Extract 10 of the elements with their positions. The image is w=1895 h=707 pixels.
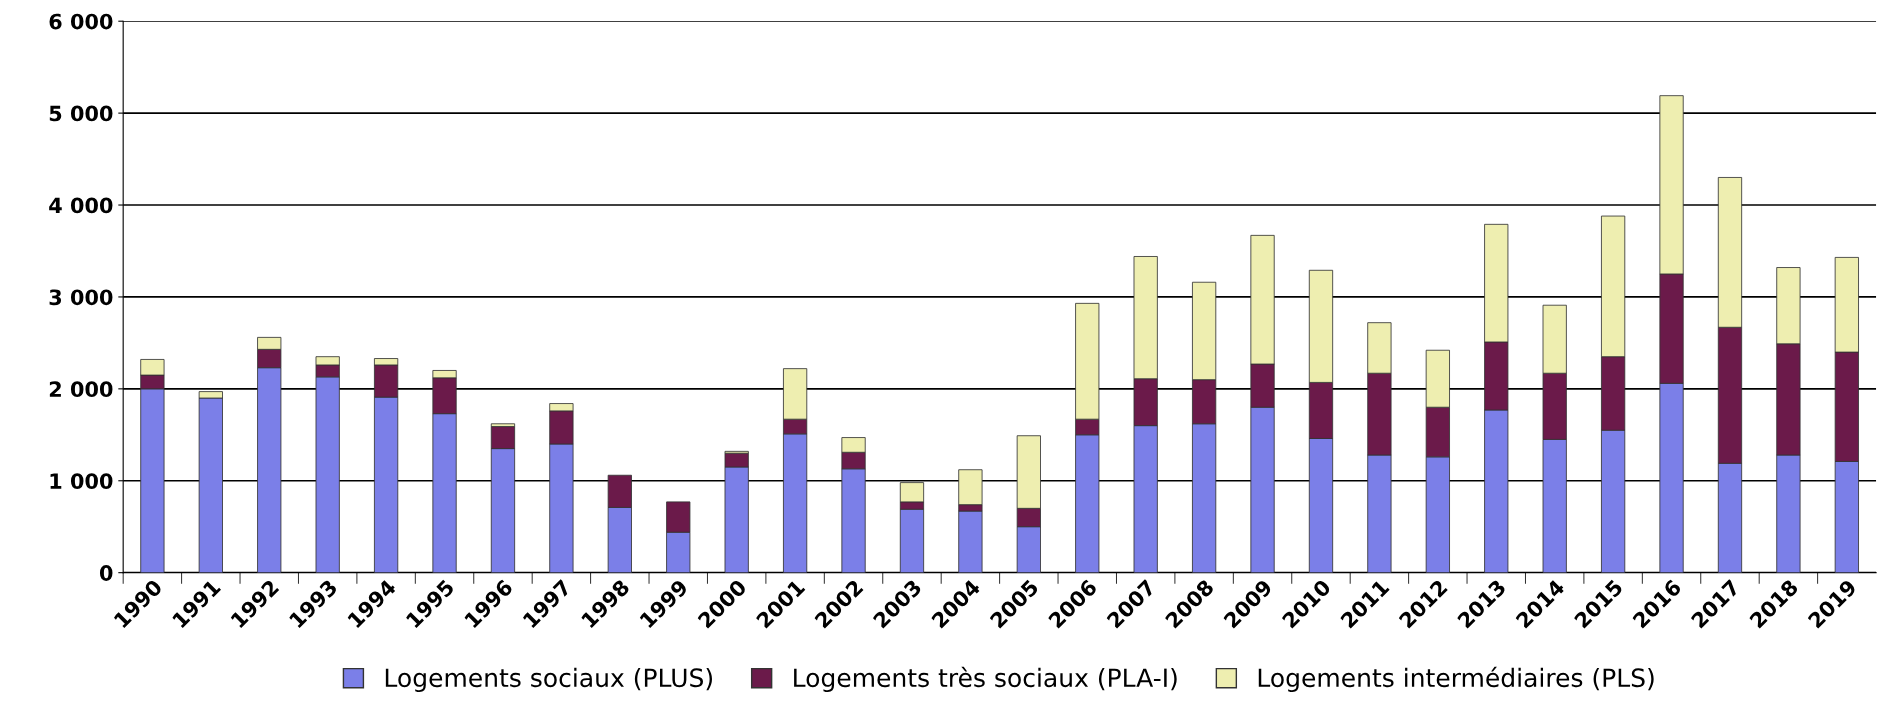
y-tick-label: 2 000 (49, 381, 113, 398)
y-tick-label: 3 000 (49, 289, 113, 306)
y-tick-label: 6 000 (49, 13, 113, 30)
legend-label: Logements intermédiaires (PLS) (1258, 666, 1654, 693)
y-tick-label: 4 000 (49, 197, 113, 214)
y-tick-label: 0 (99, 565, 113, 581)
legend-label: Logements très sociaux (PLA-I) (794, 666, 1177, 693)
legend-label: Logements sociaux (PLUS) (385, 667, 712, 693)
y-tick-label: 1 000 (50, 473, 113, 489)
y-tick-label: 5 000 (49, 105, 113, 122)
